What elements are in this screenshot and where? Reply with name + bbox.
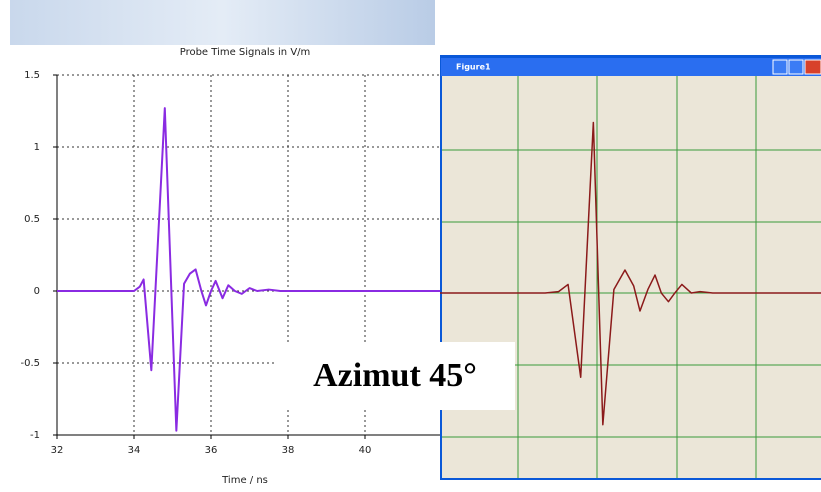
y-tick-label: 1.5 xyxy=(24,70,40,81)
annotation: Azimut 45° xyxy=(313,357,477,394)
x-tick-label: 38 xyxy=(282,445,295,456)
x-tick-label: 32 xyxy=(51,445,64,456)
annotation-box xyxy=(275,342,515,410)
signal-line xyxy=(57,107,442,432)
x-tick-label: 36 xyxy=(205,445,218,456)
right-plot xyxy=(440,76,821,478)
plot-area xyxy=(442,76,821,478)
y-tick-label: -0.5 xyxy=(20,358,40,369)
minimize-button[interactable] xyxy=(772,59,788,75)
x-tick-label: 40 xyxy=(359,445,372,456)
title-bar xyxy=(441,58,821,76)
left-plot: Probe Time Signals in V/m Time / ns -1 -0… xyxy=(20,47,442,486)
banner xyxy=(10,0,435,45)
signal-line xyxy=(440,121,821,426)
maximize-button[interactable] xyxy=(788,59,804,75)
y-tick-label: 1 xyxy=(34,142,40,153)
y-tick-label: 0.5 xyxy=(24,214,40,225)
close-button[interactable] xyxy=(804,59,821,75)
figure-window: Figure1 xyxy=(440,55,821,480)
x-tick-label: 34 xyxy=(128,445,141,456)
y-tick-label: 0 xyxy=(34,286,40,297)
x-axis-label: Time / ns xyxy=(221,475,268,486)
window-title: Figure1 xyxy=(456,63,491,72)
y-tick-label: -1 xyxy=(30,430,40,441)
chart-title: Probe Time Signals in V/m xyxy=(180,47,311,58)
